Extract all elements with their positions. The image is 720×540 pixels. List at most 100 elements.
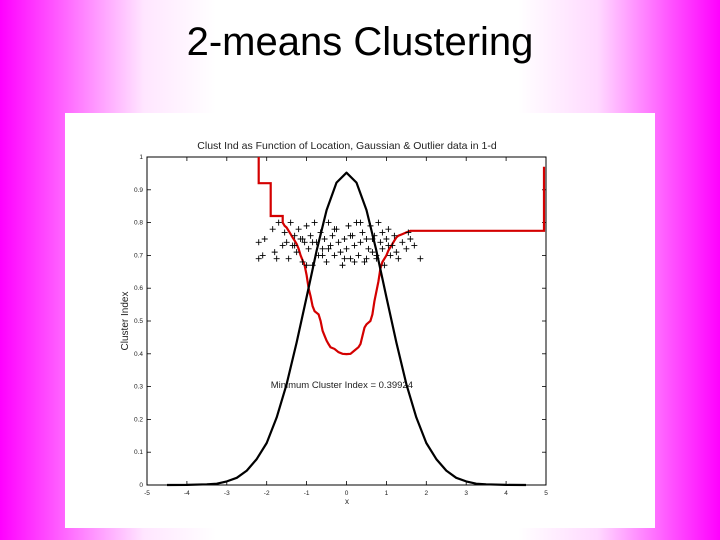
x-axis-label: x [345,497,349,506]
data-point-marker [381,262,388,269]
data-point-marker [351,242,358,249]
data-point-marker [323,258,330,265]
data-point-marker [387,252,394,259]
data-point-marker [303,262,310,269]
data-point-marker [329,232,336,239]
data-point-marker [377,239,384,246]
data-point-marker [255,239,262,246]
gaussian-density-line [166,171,527,487]
data-point-marker [347,232,354,239]
figure-panel: Clust Ind as Function of Location, Gauss… [65,113,655,528]
x-tick-label: 1 [385,490,389,497]
data-point-marker [293,249,300,256]
x-tick-label: -3 [224,490,230,497]
data-point-marker [283,239,290,246]
data-point-marker [341,255,348,262]
data-point-marker [337,249,344,256]
data-point-marker [275,219,282,226]
y-tick-label: 0.9 [134,187,143,194]
data-point-marker [317,229,324,236]
data-point-marker [399,239,406,246]
data-point-marker [345,222,352,229]
data-point-marker [309,262,316,269]
y-tick-label: 0.2 [134,416,143,423]
data-point-marker [279,242,286,249]
data-point-marker [341,236,348,242]
x-tick-label: -1 [304,490,310,497]
data-point-marker [363,236,370,242]
y-tick-label: 0.7 [134,252,143,259]
data-point-marker [271,249,278,256]
data-point-marker [295,226,302,233]
data-point-marker [371,232,378,239]
data-point-marker [407,236,414,242]
data-point-marker [319,245,326,252]
slide-title: 2-means Clustering [186,20,534,64]
data-point-marker [281,229,288,236]
data-point-marker [361,258,368,265]
data-point-marker [403,245,410,252]
plot-frame [146,156,547,486]
data-point-marker [327,242,334,249]
data-point-marker [379,229,386,236]
annotation-text: Minimum Cluster Index = 0.39924 [271,380,413,391]
data-point-marker [405,229,412,236]
data-point-marker [299,236,306,242]
y-tick-label: 0 [139,482,143,489]
data-point-marker [259,252,266,259]
data-point-marker [367,222,374,229]
data-point-marker [359,229,366,236]
data-point-marker [369,249,376,256]
data-point-marker [291,242,298,249]
data-point-marker [343,245,350,252]
y-tick-label: 0.6 [134,285,143,292]
data-point-marker [355,252,362,259]
y-axis-label: Cluster Index [120,292,131,351]
x-tick-label: -5 [144,490,150,497]
data-point-marker [379,245,386,252]
data-point-marker [393,249,400,256]
data-point-marker [335,239,342,246]
data-point-marker [369,236,376,242]
data-point-marker [321,236,328,242]
x-tick-label: 2 [424,490,428,497]
data-point-marker [303,222,310,229]
x-tick-label: 5 [544,490,548,497]
data-point-marker [325,219,332,226]
data-point-marker [385,242,392,249]
y-tick-label: 0.1 [134,449,143,456]
data-point-marker [395,255,402,262]
x-tick-label: 0 [345,490,349,497]
y-tick-label: 1 [139,154,143,161]
x-tick-label: 3 [464,490,468,497]
data-point-marker [255,255,262,262]
x-tick-label: 4 [504,490,508,497]
data-point-marker [301,239,308,246]
data-point-marker [375,219,382,226]
x-tick-label: -4 [184,490,190,497]
data-point-marker [307,232,314,239]
y-tick-label: 0.5 [134,318,143,325]
data-point-marker [261,236,268,242]
data-point-marker [287,219,294,226]
data-point-marker [385,226,392,233]
data-point-marker [269,226,276,233]
data-point-marker [273,255,280,262]
data-point-marker [417,255,424,262]
data-point-marker [331,252,338,259]
data-point-marker [373,252,380,259]
data-point-marker [347,255,354,262]
data-point-marker [319,252,326,259]
x-tick-label: -2 [264,490,270,497]
y-tick-label: 0.4 [134,351,143,358]
cluster-index-chart: Clust Ind as Function of Location, Gauss… [120,140,548,506]
data-point-marker [299,258,306,265]
data-point-marker [363,255,370,262]
data-point-marker [285,255,292,262]
y-tick-label: 0.8 [134,220,143,227]
data-point-marker [309,239,316,246]
data-point-marker [339,262,346,269]
data-point-marker [357,219,364,226]
data-point-marker [325,245,332,252]
data-point-marker [411,242,418,249]
